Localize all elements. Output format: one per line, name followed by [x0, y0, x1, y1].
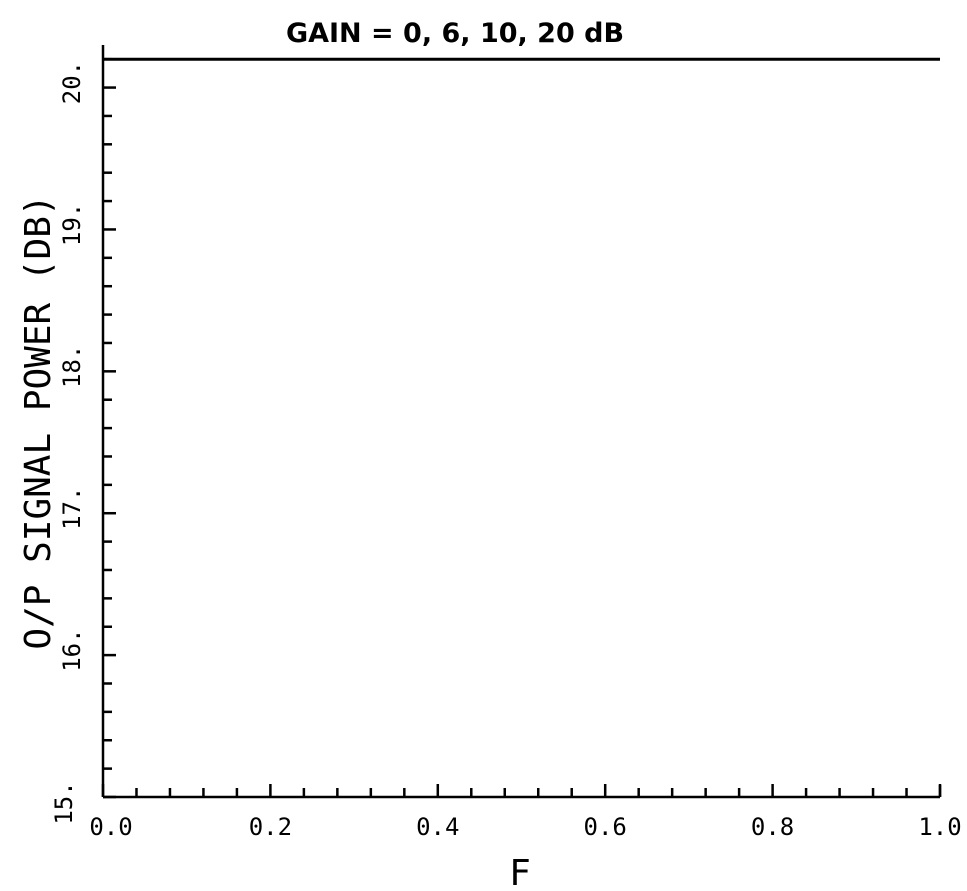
- y-tick-label: 15.: [50, 781, 78, 824]
- y-tick-label: 19.: [58, 203, 86, 246]
- x-tick-label: 0.0: [89, 813, 132, 841]
- y-tick-label: 20.: [58, 61, 86, 104]
- y-tick-label: 16.: [58, 628, 86, 671]
- x-tick-label: 0.6: [584, 813, 627, 841]
- y-axis-label: O/P SIGNAL POWER (DB): [18, 194, 59, 649]
- chart-title: GAIN = 0, 6, 10, 20 dB: [286, 18, 624, 49]
- y-tick-label: 17.: [58, 487, 86, 530]
- x-axis-label: F: [509, 853, 531, 891]
- x-tick-label: 1.0: [918, 813, 961, 841]
- x-tick-label: 0.4: [416, 813, 459, 841]
- x-tick-label: 0.2: [249, 813, 292, 841]
- plot-area: 0.0 0.2 0.4 0.6 0.8 1.0 15. 16. 17. 18. 19. 20.: [50, 45, 962, 841]
- x-tick-label: 0.8: [751, 813, 794, 841]
- y-tick-label: 18.: [58, 345, 86, 388]
